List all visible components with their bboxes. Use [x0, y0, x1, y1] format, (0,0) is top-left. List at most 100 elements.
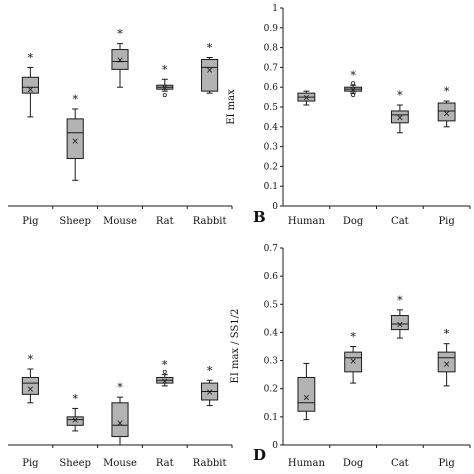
mean-marker: ×: [303, 94, 311, 104]
panel-letter: B: [253, 208, 266, 226]
significance-star: *: [117, 28, 123, 41]
y-tick-label: 0.2: [264, 385, 278, 395]
outlier-point: [351, 93, 356, 98]
y-tick-label: 0.5: [264, 300, 279, 310]
y-axis-label: EI max / SS1/2: [230, 309, 241, 384]
panel-bottom-right: 0 0.1 0.2 0.3 0.4 0.5 0.6 0.7 EI max / SS1/2 D Hum…: [230, 244, 471, 469]
box-cat: ×*: [390, 294, 409, 339]
y-tick-label: 0.8: [264, 44, 279, 54]
box-rat: ×*: [156, 63, 174, 98]
category-label: Rat: [156, 458, 174, 469]
significance-star: *: [28, 51, 34, 64]
category-label: Pig: [438, 216, 455, 227]
significance-star: *: [28, 353, 34, 366]
mean-marker: ×: [396, 113, 404, 123]
box-body: [111, 49, 129, 70]
significance-star: *: [72, 392, 78, 405]
y-tick-label: 0.6: [264, 83, 279, 93]
mean-marker: ×: [71, 137, 79, 147]
box-pig: ×*: [21, 51, 39, 118]
mean-marker: ×: [116, 56, 124, 66]
significance-star: *: [444, 328, 450, 341]
significance-star: *: [397, 89, 403, 102]
y-tick-label: 1: [272, 4, 278, 14]
box-dog: ×*: [344, 331, 363, 384]
y-axis-label: EI max: [226, 89, 237, 125]
box-rabbit: ×*: [201, 364, 219, 407]
box-pig: ×*: [437, 85, 456, 128]
panel-letter: D: [253, 446, 266, 464]
y-tick-label: 0.7: [264, 63, 279, 73]
category-label: Rat: [156, 216, 174, 227]
box-pig: ×*: [437, 328, 456, 387]
mean-marker: ×: [27, 385, 35, 395]
y-tick-label: 0.3: [264, 357, 279, 367]
y-tick-label: 0.7: [264, 244, 279, 254]
significance-star: *: [444, 85, 450, 98]
category-label: Mouse: [103, 216, 137, 227]
mean-marker: ×: [349, 86, 357, 96]
box-rabbit: ×*: [201, 42, 219, 94]
category-label: Sheep: [59, 216, 91, 227]
mean-marker: ×: [116, 419, 124, 429]
box-mouse: ×*: [111, 381, 129, 446]
panel-top-left: Pig×*Sheep×*Mouse×*Rat×*Rabbit×*: [8, 28, 233, 227]
mean-marker: ×: [71, 416, 79, 426]
box-pig: ×*: [21, 353, 39, 404]
box-body: [21, 376, 39, 395]
y-tick-label: 0.1: [264, 182, 278, 192]
significance-star: *: [207, 364, 213, 377]
category-label: Mouse: [103, 458, 137, 469]
significance-star: *: [350, 331, 356, 344]
y-tick-label: 0.4: [264, 328, 279, 338]
category-label: Rabbit: [193, 216, 227, 227]
y-tick-label: 0.2: [264, 162, 278, 172]
category-label: Pig: [22, 216, 39, 227]
significance-star: *: [162, 63, 168, 76]
outlier-point: [162, 369, 167, 374]
significance-star: *: [397, 294, 403, 307]
box-body: [66, 118, 84, 159]
significance-star: *: [72, 93, 78, 106]
category-label: Cat: [391, 216, 409, 227]
box-body: [66, 416, 84, 426]
category-label: Pig: [22, 458, 39, 469]
y-tick-label: 0.1: [264, 413, 278, 423]
box-body: [21, 76, 39, 94]
y-tick-label: 0.9: [264, 24, 279, 34]
panel-bottom-left: Pig×*Sheep×*Mouse×*Rat×*Rabbit×*: [8, 353, 233, 469]
mean-marker: ×: [443, 109, 451, 119]
box-body: [390, 315, 409, 331]
mean-marker: ×: [206, 388, 214, 398]
significance-star: *: [350, 69, 356, 82]
box-rat: ×*: [156, 359, 174, 387]
outlier-point: [162, 93, 167, 98]
box-human: ×: [297, 362, 316, 421]
box-body: [390, 110, 409, 124]
category-label: Human: [288, 458, 326, 469]
y-tick-label: 0.4: [264, 123, 279, 133]
category-label: Dog: [343, 216, 364, 227]
significance-star: *: [117, 381, 123, 394]
mean-marker: ×: [303, 394, 311, 404]
mean-marker: ×: [349, 357, 357, 367]
category-label: Rabbit: [193, 458, 227, 469]
y-tick-label: 0: [272, 441, 278, 451]
box-cat: ×*: [390, 89, 409, 134]
mean-marker: ×: [206, 66, 214, 76]
mean-marker: ×: [396, 320, 404, 330]
y-tick-label: 0.3: [264, 143, 279, 153]
box-dog: ×*: [344, 69, 363, 98]
mean-marker: ×: [161, 377, 169, 387]
y-tick-label: 0.5: [264, 103, 279, 113]
significance-star: *: [207, 42, 213, 55]
box-body: [111, 402, 129, 438]
category-label: Dog: [343, 458, 364, 469]
panel-top-right: 0 0.1 0.2 0.3 0.4 0.5 0.6 0.7 0.8 0.9 1 EI max B Huma…: [226, 4, 471, 227]
category-label: Pig: [438, 458, 455, 469]
box-mouse: ×*: [111, 28, 129, 88]
box-human: ×: [297, 90, 316, 106]
mean-marker: ×: [443, 360, 451, 370]
box-body: [437, 351, 456, 373]
